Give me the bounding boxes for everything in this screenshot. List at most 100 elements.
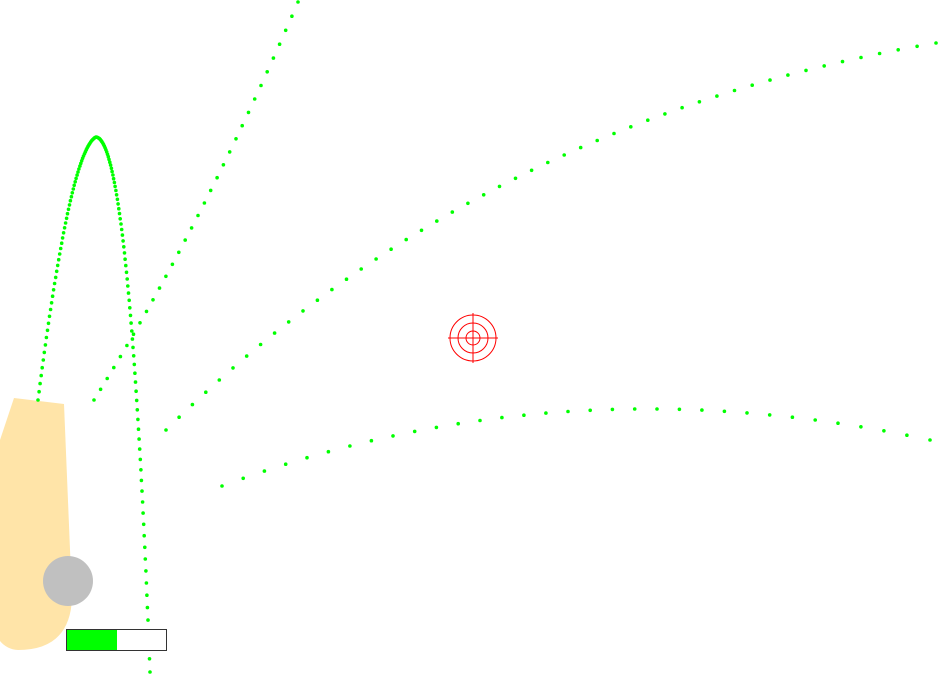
trail-dot — [136, 417, 140, 422]
trail-dot — [822, 64, 826, 68]
trail-dot — [767, 413, 772, 417]
trail-dot — [122, 245, 126, 249]
trail-dot — [137, 437, 141, 441]
trail-dot — [241, 476, 245, 481]
trail-dot — [544, 411, 548, 415]
trail-dot — [65, 211, 70, 216]
trail-dot — [59, 241, 64, 245]
trail-dot — [108, 160, 112, 164]
trail-dot — [117, 211, 122, 216]
trail-dot — [147, 657, 152, 661]
power-meter — [66, 629, 167, 651]
trail-dot — [277, 42, 282, 46]
trail-dot — [305, 455, 309, 460]
trail-dot — [456, 421, 461, 426]
trail-dot — [259, 83, 263, 88]
trail-dot — [697, 100, 702, 104]
trail-dot — [680, 105, 684, 110]
trail-dot — [141, 522, 146, 527]
trail-dot — [116, 202, 120, 206]
trail-dot — [928, 438, 932, 442]
trail-dot — [67, 203, 72, 207]
trail-dot — [128, 306, 132, 310]
trail-dot — [114, 188, 118, 193]
trail-dot — [61, 231, 66, 235]
trail-dot — [768, 78, 772, 82]
trail-dot — [246, 110, 251, 115]
trail-dot — [220, 484, 224, 488]
trail-dot — [135, 408, 140, 412]
trail-dot — [127, 298, 131, 303]
trail-dot — [45, 328, 50, 333]
trail-dot — [70, 191, 75, 195]
trail-dot — [92, 398, 96, 402]
ball[interactable] — [43, 556, 93, 606]
trail-dot — [412, 429, 417, 434]
trail-dot — [133, 380, 138, 384]
trail-dot — [139, 468, 143, 472]
trail-dot — [144, 309, 149, 314]
trail-dot — [44, 335, 49, 340]
trail-dot — [148, 670, 152, 674]
trail-dot — [137, 447, 142, 451]
trail-dot — [157, 286, 162, 290]
trail-dot — [118, 217, 122, 221]
trail-dot — [77, 167, 81, 171]
trail-dot — [63, 221, 68, 225]
trail-dot — [131, 345, 135, 350]
trail-dot — [111, 173, 115, 177]
trail-dot — [478, 418, 482, 423]
crosshair-target-icon[interactable] — [448, 313, 498, 363]
trail-dot — [262, 469, 267, 473]
trail-dot — [60, 236, 65, 240]
trail-dot — [132, 362, 137, 367]
trail-dot — [48, 307, 53, 312]
trail-dot — [62, 226, 67, 230]
trail-dot — [348, 444, 352, 448]
trail-dot — [47, 314, 52, 319]
trail-dot — [164, 428, 168, 432]
trail-dot — [140, 500, 145, 504]
trail-dot — [315, 298, 320, 303]
trail-dot — [513, 176, 518, 181]
trail-dot — [107, 157, 111, 162]
trail-dot — [786, 73, 790, 77]
trail-dot — [750, 83, 754, 87]
trail-dot — [500, 415, 504, 420]
trail-dot — [612, 131, 616, 136]
trail-dot — [113, 184, 117, 189]
trail-dot — [36, 398, 40, 402]
trail-dot — [790, 415, 795, 420]
trail-dot — [131, 332, 136, 337]
trail-dot — [136, 427, 141, 432]
trail-dot — [391, 434, 395, 438]
trail-dot — [144, 569, 148, 573]
trail-dot — [123, 257, 127, 262]
trail-dot — [40, 365, 44, 370]
trail-dot — [151, 298, 155, 302]
trail-dot — [126, 284, 130, 288]
trail-dot — [74, 176, 78, 181]
trail-dot — [146, 618, 150, 622]
trail-dot — [227, 150, 232, 154]
trail-dot — [221, 163, 226, 167]
trail-dot — [578, 145, 583, 150]
trail-dot — [301, 309, 305, 313]
trail-dot — [435, 219, 439, 223]
trajectory-trail — [36, 135, 152, 674]
trail-dot — [234, 137, 238, 141]
trajectory-trail — [220, 407, 932, 488]
trail-dot — [369, 438, 374, 443]
trail-dot — [76, 170, 80, 174]
trail-dot — [124, 263, 128, 268]
trail-dot — [39, 373, 43, 378]
trail-dot — [57, 252, 62, 256]
trail-dot — [663, 112, 667, 116]
trail-dot — [66, 207, 71, 212]
trail-dot — [130, 337, 135, 341]
trail-dot — [595, 138, 599, 143]
trail-dot — [69, 194, 74, 199]
trail-dot — [404, 237, 409, 242]
